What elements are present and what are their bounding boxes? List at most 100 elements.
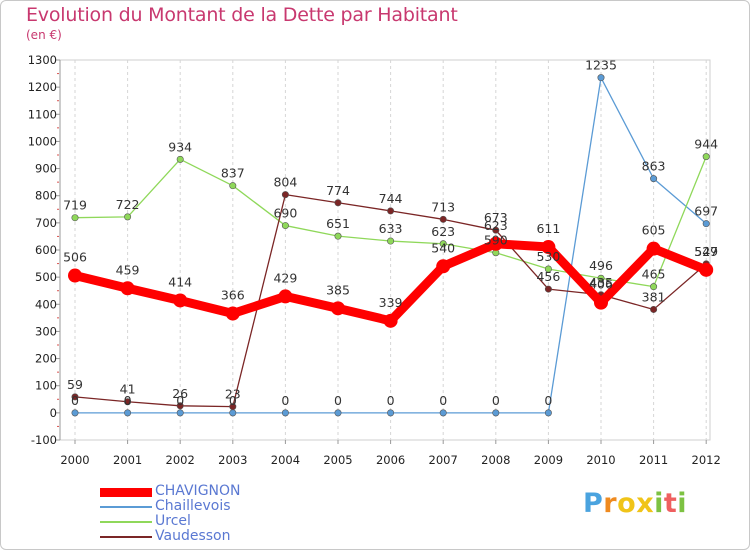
data-label: 774 [326,183,350,198]
data-point [702,153,710,161]
x-tick-label: 2000 [60,453,89,467]
data-label: 0 [176,393,184,408]
data-label: 697 [694,204,718,219]
data-point [176,155,184,163]
data-point [383,313,398,328]
legend: CHAVIGNON Chaillevois Urcel Vaudesson [100,484,400,544]
data-point [71,409,79,417]
data-label: 0 [124,393,132,408]
x-tick-label: 2006 [376,453,405,467]
chart-title: Evolution du Montant de la Dette par Hab… [26,4,458,26]
x-tick-label: 2004 [271,453,300,467]
data-point [650,175,658,183]
y-tick-label: 0 [50,406,57,420]
data-point [439,409,447,417]
y-tick-label: 1200 [28,80,57,94]
y-tick-label: 1100 [28,107,57,121]
y-tick-label: 200 [35,352,57,366]
data-label: 690 [273,206,297,221]
data-point [281,222,289,230]
legend-label: Urcel [155,513,191,529]
x-tick-label: 2005 [323,453,352,467]
x-tick-label: 2007 [429,453,458,467]
y-tick-label: 500 [35,270,57,284]
logo-letter: i [677,488,688,519]
legend-swatch [100,487,152,497]
legend-item: Vaudesson [100,529,400,544]
y-tick-label: 700 [35,216,57,230]
data-point [68,268,82,283]
data-label: 459 [116,262,140,277]
logo-letter: P [583,488,604,519]
data-label: 465 [642,267,666,282]
data-label: 719 [63,198,87,213]
data-label: 0 [492,393,500,408]
data-point [594,295,608,310]
data-label: 605 [642,223,666,238]
data-point [331,301,345,316]
data-point [544,409,552,417]
data-label: 0 [281,393,289,408]
data-label: 0 [544,393,552,408]
data-point [387,207,395,215]
data-label: 0 [229,393,237,408]
data-point [229,409,237,417]
data-point [334,232,342,240]
y-tick-label: 800 [35,189,57,203]
data-label: 381 [642,289,666,304]
data-label: 339 [379,295,403,310]
data-label: 744 [379,191,403,206]
y-tick-label: 600 [35,243,57,257]
data-label: 23 [225,387,241,402]
data-point [334,409,342,417]
data-label: 506 [63,250,87,265]
data-point [492,409,500,417]
data-point [544,265,552,273]
proxiti-logo: Proxiti [583,488,687,519]
logo-letter: o [617,488,637,519]
x-tick-label: 2009 [534,453,563,467]
data-point [124,213,132,221]
x-tick-label: 2002 [166,453,195,467]
x-tick-label: 2008 [481,453,510,467]
data-point [488,236,503,251]
data-label: 944 [694,137,718,152]
data-point [176,402,184,410]
data-point [225,306,240,321]
logo-letter: i [654,488,664,519]
data-label: 429 [273,270,297,285]
data-label: 1235 [585,58,617,73]
data-label: 0 [71,393,79,408]
data-label: 385 [326,282,350,297]
data-label: 623 [484,218,508,233]
data-point [387,237,395,245]
data-label: 713 [431,199,455,214]
data-point [597,274,605,282]
logo-letter: r [603,488,618,519]
data-point [120,281,135,296]
data-point [281,191,289,199]
x-tick-label: 2003 [218,453,247,467]
data-label: 804 [273,175,297,190]
data-point [71,214,79,222]
chart-subtitle: (en €) [26,28,62,42]
legend-item: CHAVIGNON [100,484,400,499]
chart-area: -100010020030040050060070080090010001100… [28,53,721,467]
data-label: 435 [589,275,613,290]
logo-letter: x [636,488,655,519]
data-label: 406 [589,277,613,292]
data-point [650,305,658,313]
data-point [387,409,395,417]
data-label: 530 [536,249,560,264]
data-label: 722 [116,197,140,212]
data-label: 934 [168,139,192,154]
data-point [229,403,237,411]
y-tick-label: 1000 [28,134,57,148]
x-tick-label: 2011 [639,453,668,467]
data-point [278,289,293,304]
data-label: 41 [120,382,136,397]
data-point [699,262,714,277]
data-point [334,199,342,207]
data-point [436,259,451,274]
data-point [124,409,132,417]
